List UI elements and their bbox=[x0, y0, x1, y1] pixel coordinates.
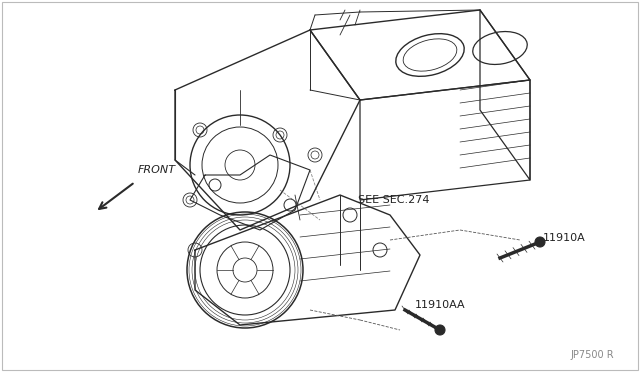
Text: FRONT: FRONT bbox=[138, 165, 176, 175]
Text: 11910A: 11910A bbox=[543, 233, 586, 243]
Circle shape bbox=[535, 237, 545, 247]
Text: 11910AA: 11910AA bbox=[415, 300, 466, 310]
Circle shape bbox=[435, 325, 445, 335]
Text: JP7500 R: JP7500 R bbox=[570, 350, 614, 360]
Text: SEE SEC.274: SEE SEC.274 bbox=[358, 195, 429, 205]
